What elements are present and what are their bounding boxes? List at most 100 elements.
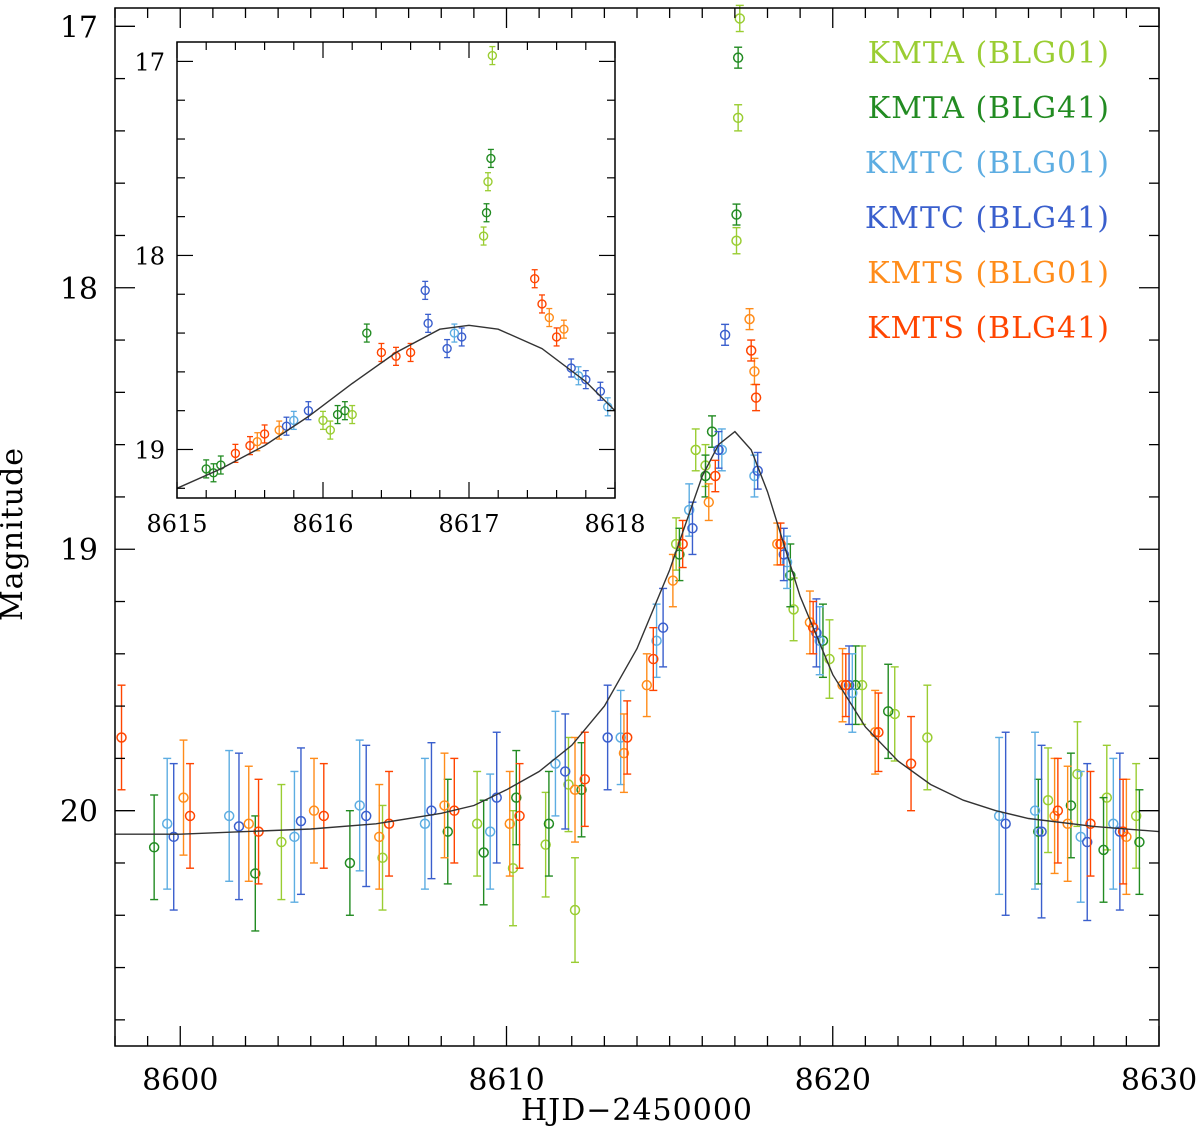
data-point xyxy=(514,810,525,822)
data-point xyxy=(1085,818,1096,830)
data-point xyxy=(651,635,662,646)
inset-data-point xyxy=(559,324,569,334)
inset-series-group-6 xyxy=(281,280,606,436)
data-point xyxy=(569,784,581,796)
data-point xyxy=(1036,826,1047,837)
x-tick-label: 8600 xyxy=(142,1063,218,1098)
data-point xyxy=(657,622,669,633)
data-point xyxy=(1049,810,1060,822)
inset-data-point xyxy=(376,347,387,358)
data-point xyxy=(750,392,762,403)
data-point xyxy=(442,826,454,837)
data-point xyxy=(1134,836,1145,848)
inset-data-point xyxy=(551,332,562,342)
data-point xyxy=(745,345,757,356)
inset-data-point xyxy=(318,415,328,426)
inset-data-point xyxy=(259,429,270,439)
inset-series-group-1 xyxy=(201,323,372,483)
inset-y-tick-label: 17 xyxy=(134,48,165,76)
inset-y-tick-label: 18 xyxy=(134,242,165,270)
data-point xyxy=(731,235,742,246)
inset-data-point xyxy=(487,50,498,61)
data-point xyxy=(543,818,555,830)
inset-model-curve xyxy=(176,324,616,489)
data-point xyxy=(732,112,744,124)
data-point xyxy=(1000,818,1011,830)
data-point xyxy=(478,847,489,858)
legend-entry: KMTA (BLG41) xyxy=(868,91,1110,126)
series-6 xyxy=(116,339,1129,885)
data-point xyxy=(504,818,516,830)
inset-data-point xyxy=(420,285,430,296)
inset-data-point xyxy=(303,405,314,416)
inset-data-point xyxy=(457,332,467,342)
data-point xyxy=(889,708,900,720)
legend: KMTA (BLG01) KMTA (BLG41) KMTC (BLG01) KMTC… xyxy=(865,36,1110,346)
inset-data-point xyxy=(340,405,350,416)
x-tick-label: 8620 xyxy=(795,1063,871,1098)
inset-data-point xyxy=(274,425,284,435)
data-point xyxy=(772,538,783,550)
data-point xyxy=(840,679,852,691)
data-point xyxy=(184,810,196,822)
data-point xyxy=(734,13,746,24)
inset-plot: 8615 8616 8617 8618 17 18 19 xyxy=(134,41,646,538)
legend-entry: KMTS (BLG41) xyxy=(867,311,1110,346)
inset-x-tick-label: 8616 xyxy=(292,510,353,538)
inset-series-group-4 xyxy=(230,269,562,464)
inset-data-point xyxy=(486,153,496,164)
inset-data-point xyxy=(208,468,219,478)
inset-axis-ticks: 8615 8616 8617 8618 17 18 19 xyxy=(134,42,646,538)
data-point xyxy=(471,818,483,830)
data-point xyxy=(295,815,307,827)
data-point xyxy=(1052,805,1064,816)
inset-series-group-3 xyxy=(481,148,496,223)
legend-entry: KMTS (BLG01) xyxy=(867,256,1110,291)
data-point xyxy=(168,831,179,843)
data-point xyxy=(318,810,330,822)
data-point xyxy=(731,209,742,220)
data-point xyxy=(383,818,395,830)
y-axis-title: Magnitude xyxy=(0,447,30,621)
data-point xyxy=(749,366,760,377)
inset-data-point xyxy=(362,328,372,338)
data-point xyxy=(785,570,796,581)
data-point xyxy=(276,836,287,848)
data-point xyxy=(579,774,591,785)
data-point xyxy=(344,857,356,869)
data-point xyxy=(710,470,721,482)
data-point xyxy=(1121,831,1132,843)
data-point xyxy=(161,818,173,830)
data-point xyxy=(700,470,711,482)
data-point xyxy=(873,726,884,738)
data-point xyxy=(116,732,127,743)
inset-y-tick-label: 19 xyxy=(134,436,165,464)
data-point xyxy=(690,444,701,456)
data-point xyxy=(905,758,917,769)
data-point xyxy=(569,904,581,916)
data-point xyxy=(511,792,522,803)
data-point xyxy=(540,839,551,850)
series-3 xyxy=(161,428,1119,903)
data-point xyxy=(1075,831,1086,843)
data-point xyxy=(308,805,320,816)
data-point xyxy=(882,706,894,717)
data-point xyxy=(439,800,450,811)
data-point xyxy=(377,852,388,863)
inset-series-group-2 xyxy=(318,45,498,440)
inset-data-point xyxy=(405,347,416,358)
data-point xyxy=(1114,826,1126,837)
data-point xyxy=(807,622,819,633)
inset-x-tick-label: 8618 xyxy=(584,510,645,538)
data-point xyxy=(788,604,799,615)
data-point xyxy=(1029,805,1041,816)
inset-data-point xyxy=(573,371,584,381)
legend-entry: KMTC (BLG41) xyxy=(865,201,1110,236)
data-point xyxy=(618,747,630,759)
x-axis-title: HJD−2450000 xyxy=(521,1093,753,1128)
data-point xyxy=(233,821,245,832)
data-point xyxy=(775,538,786,550)
data-point xyxy=(719,329,731,341)
data-point xyxy=(223,810,235,822)
